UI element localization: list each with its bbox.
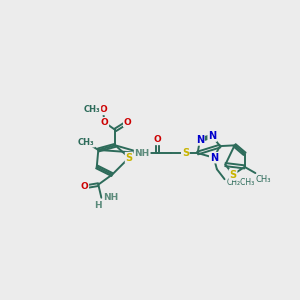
Text: CH₂CH₃: CH₂CH₃ bbox=[226, 178, 254, 187]
Text: O: O bbox=[154, 135, 161, 144]
Text: N: N bbox=[210, 153, 218, 163]
Text: NH: NH bbox=[103, 193, 118, 202]
Text: H: H bbox=[94, 201, 102, 210]
Text: S: S bbox=[182, 148, 189, 158]
Text: O: O bbox=[81, 182, 88, 191]
Text: S: S bbox=[230, 169, 237, 180]
Text: N: N bbox=[196, 135, 204, 145]
Text: O: O bbox=[124, 118, 131, 127]
Text: CH₃: CH₃ bbox=[255, 175, 271, 184]
Text: O: O bbox=[99, 105, 107, 114]
Text: NH: NH bbox=[135, 148, 150, 158]
Text: N: N bbox=[208, 131, 216, 141]
Text: CH₃: CH₃ bbox=[84, 105, 100, 114]
Text: CH₃: CH₃ bbox=[78, 138, 94, 147]
Text: S: S bbox=[125, 153, 133, 163]
Text: O: O bbox=[100, 118, 108, 127]
